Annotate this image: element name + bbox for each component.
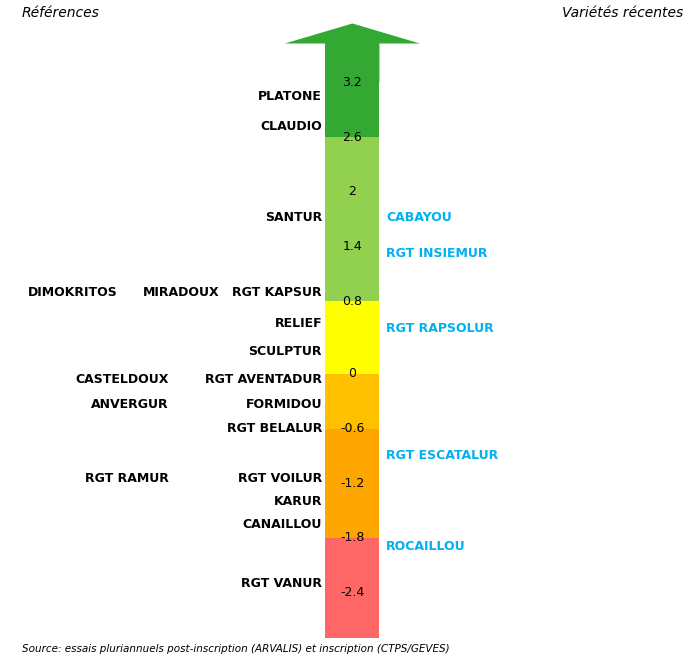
Text: CANAILLOU: CANAILLOU xyxy=(243,517,322,531)
Text: CABAYOU: CABAYOU xyxy=(386,211,452,224)
Text: ROCAILLOU: ROCAILLOU xyxy=(386,541,466,554)
Text: RGT RAPSOLUR: RGT RAPSOLUR xyxy=(386,322,494,335)
Text: 2: 2 xyxy=(348,185,356,199)
Text: PLATONE: PLATONE xyxy=(258,90,322,103)
Text: RELIEF: RELIEF xyxy=(275,317,322,331)
Text: CLAUDIO: CLAUDIO xyxy=(260,120,322,133)
Text: ANVERGUR: ANVERGUR xyxy=(91,397,169,411)
Bar xyxy=(325,137,379,301)
Text: RGT KAPSUR: RGT KAPSUR xyxy=(232,286,322,298)
Text: FORMIDOU: FORMIDOU xyxy=(245,397,322,411)
Text: SCULPTUR: SCULPTUR xyxy=(249,345,322,358)
Bar xyxy=(325,428,379,538)
FancyArrow shape xyxy=(285,24,420,82)
Text: 3.2: 3.2 xyxy=(342,76,362,89)
Text: -2.4: -2.4 xyxy=(340,586,365,599)
Text: KARUR: KARUR xyxy=(273,495,322,508)
Text: SANTUR: SANTUR xyxy=(265,211,322,224)
Text: RGT VANUR: RGT VANUR xyxy=(241,577,322,590)
Text: -1.2: -1.2 xyxy=(340,477,365,490)
Text: Variétés récentes: Variétés récentes xyxy=(562,7,683,20)
Text: 0.8: 0.8 xyxy=(342,294,362,308)
Text: RGT INSIEMUR: RGT INSIEMUR xyxy=(386,248,488,260)
Text: CASTELDOUX: CASTELDOUX xyxy=(75,373,169,386)
Text: -1.8: -1.8 xyxy=(340,531,365,544)
Text: RGT RAMUR: RGT RAMUR xyxy=(84,472,169,485)
Bar xyxy=(325,42,379,137)
Text: Source: essais pluriannuels post-inscription (ARVALIS) et inscription (CTPS/GEVE: Source: essais pluriannuels post-inscrip… xyxy=(22,644,449,654)
Text: -0.6: -0.6 xyxy=(340,422,365,435)
Text: RGT VOILUR: RGT VOILUR xyxy=(238,472,322,485)
Bar xyxy=(325,374,379,428)
Bar xyxy=(325,538,379,638)
Text: MIRADOUX: MIRADOUX xyxy=(143,286,220,298)
Text: 1.4: 1.4 xyxy=(342,240,362,253)
Bar xyxy=(325,301,379,374)
Text: Références: Références xyxy=(22,7,100,20)
Text: RGT AVENTADUR: RGT AVENTADUR xyxy=(205,373,322,386)
Text: 2.6: 2.6 xyxy=(342,131,362,144)
Text: RGT BELALUR: RGT BELALUR xyxy=(227,422,322,435)
Text: DIMOKRITOS: DIMOKRITOS xyxy=(27,286,117,298)
Text: 0: 0 xyxy=(348,368,356,380)
Text: RGT ESCATALUR: RGT ESCATALUR xyxy=(386,449,498,463)
